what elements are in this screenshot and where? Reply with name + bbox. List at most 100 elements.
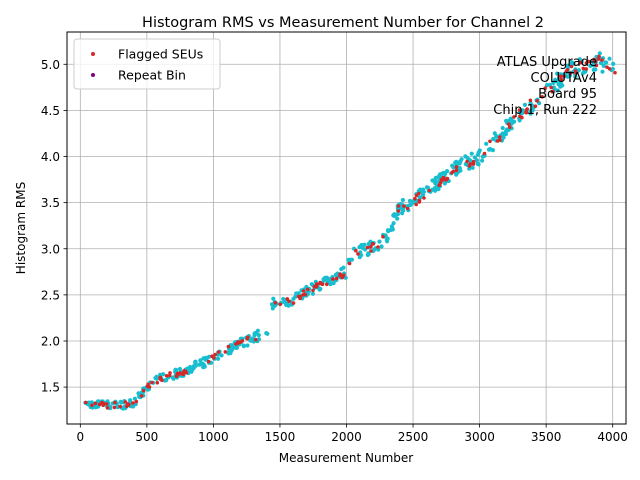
- scatter-point: [333, 272, 338, 277]
- scatter-point: [576, 68, 582, 73]
- scatter-point: [603, 60, 608, 65]
- scatter-point: [407, 198, 413, 203]
- scatter-point: [442, 181, 447, 186]
- scatter-point: [339, 267, 344, 272]
- scatter-point: [573, 69, 578, 73]
- scatter-point: [400, 197, 405, 203]
- scatter-point: [158, 375, 163, 380]
- scatter-point: [438, 172, 443, 177]
- scatter-point: [581, 66, 586, 71]
- scatter-point: [184, 370, 189, 375]
- scatter-point: [125, 404, 129, 408]
- scatter-point: [418, 195, 423, 200]
- scatter-point: [551, 80, 556, 86]
- scatter-point: [181, 371, 185, 376]
- scatter-point: [437, 182, 442, 187]
- scatter-point: [340, 275, 345, 280]
- scatter-point: [281, 296, 286, 302]
- scatter-point: [450, 163, 455, 168]
- scatter-point: [305, 287, 310, 292]
- scatter-point: [543, 86, 547, 90]
- scatter-point: [236, 340, 240, 344]
- scatter-point: [433, 175, 438, 181]
- scatter-point: [134, 399, 139, 404]
- annotation-text-block: ATLAS Upgrade COLUTAv4 Board 95 Chip 1, …: [493, 55, 597, 118]
- scatter-point: [203, 355, 208, 360]
- scatter-point: [482, 151, 487, 156]
- scatter-point: [588, 63, 593, 68]
- scatter-point: [303, 292, 308, 297]
- scatter-point: [524, 110, 528, 115]
- x-tick-label: 3500: [531, 430, 562, 444]
- scatter-point: [84, 400, 88, 405]
- scatter-point: [520, 108, 525, 113]
- scatter-point: [601, 63, 606, 68]
- scatter-point: [90, 403, 94, 408]
- scatter-point: [331, 277, 335, 281]
- scatter-point: [445, 169, 450, 174]
- scatter-point: [101, 403, 105, 408]
- annotation-line-1: ATLAS Upgrade: [497, 55, 597, 70]
- scatter-point: [596, 57, 601, 61]
- scatter-point: [310, 291, 315, 296]
- scatter-point: [354, 248, 358, 253]
- scatter-point: [154, 376, 159, 381]
- scatter-point: [255, 328, 260, 333]
- scatter-point: [385, 228, 391, 233]
- scatter-point: [580, 71, 586, 76]
- scatter-point: [488, 139, 492, 144]
- scatter-point: [112, 405, 117, 410]
- scatter-point: [512, 115, 516, 119]
- scatter-point: [287, 299, 291, 304]
- scatter-point: [311, 288, 315, 293]
- scatter-point: [480, 154, 485, 159]
- scatter-point: [607, 67, 612, 71]
- scatter-point: [432, 186, 437, 191]
- scatter-point: [472, 155, 477, 160]
- scatter-point: [219, 353, 224, 358]
- scatter-point: [520, 115, 524, 120]
- scatter-point: [357, 255, 362, 260]
- scatter-point: [226, 350, 231, 355]
- scatter-point: [349, 257, 354, 262]
- x-tick-label: 1000: [198, 430, 229, 444]
- scatter-point: [476, 150, 481, 155]
- scatter-point: [118, 399, 123, 404]
- scatter-point: [555, 88, 560, 93]
- scatter-point: [216, 356, 221, 361]
- scatter-point: [470, 165, 475, 170]
- x-tick-label: 500: [135, 430, 158, 444]
- scatter-point: [487, 147, 492, 152]
- scatter-point: [551, 85, 556, 90]
- annotation-line-2: COLUTAv4: [531, 71, 597, 86]
- scatter-point: [454, 165, 459, 169]
- scatter-point: [522, 102, 528, 107]
- scatter-point: [347, 261, 352, 266]
- scatter-point: [396, 209, 401, 213]
- scatter-point: [568, 71, 573, 75]
- scatter-point: [377, 239, 382, 244]
- scatter-point: [468, 162, 473, 166]
- scatter-point: [105, 406, 110, 410]
- scatter-point: [497, 135, 502, 139]
- x-tick-label: 3000: [464, 430, 495, 444]
- scatter-point: [597, 51, 602, 56]
- scatter-point: [569, 59, 574, 65]
- scatter-point: [320, 282, 325, 287]
- x-tick-label: 4000: [597, 430, 628, 444]
- scatter-point: [161, 372, 166, 377]
- scatter-point: [160, 378, 164, 383]
- scatter-point: [131, 401, 135, 405]
- scatter-point: [390, 227, 395, 232]
- y-tick-label: 3.5: [41, 196, 60, 210]
- scatter-point: [286, 303, 291, 308]
- scatter-point: [206, 359, 211, 364]
- scatter-point: [93, 401, 98, 406]
- x-axis-ticks: 0 500 1000 1500 2000 2500 3000 3500 4000: [76, 424, 628, 444]
- legend-marker-repeat-bin: [91, 73, 95, 77]
- y-axis-ticks: 1.5 2.0 2.5 3.0 3.5 4.0 4.5 5.0: [41, 58, 67, 395]
- scatter-point: [256, 333, 261, 338]
- scatter-point: [528, 98, 533, 103]
- scatter-point: [202, 364, 207, 369]
- scatter-point: [164, 374, 169, 378]
